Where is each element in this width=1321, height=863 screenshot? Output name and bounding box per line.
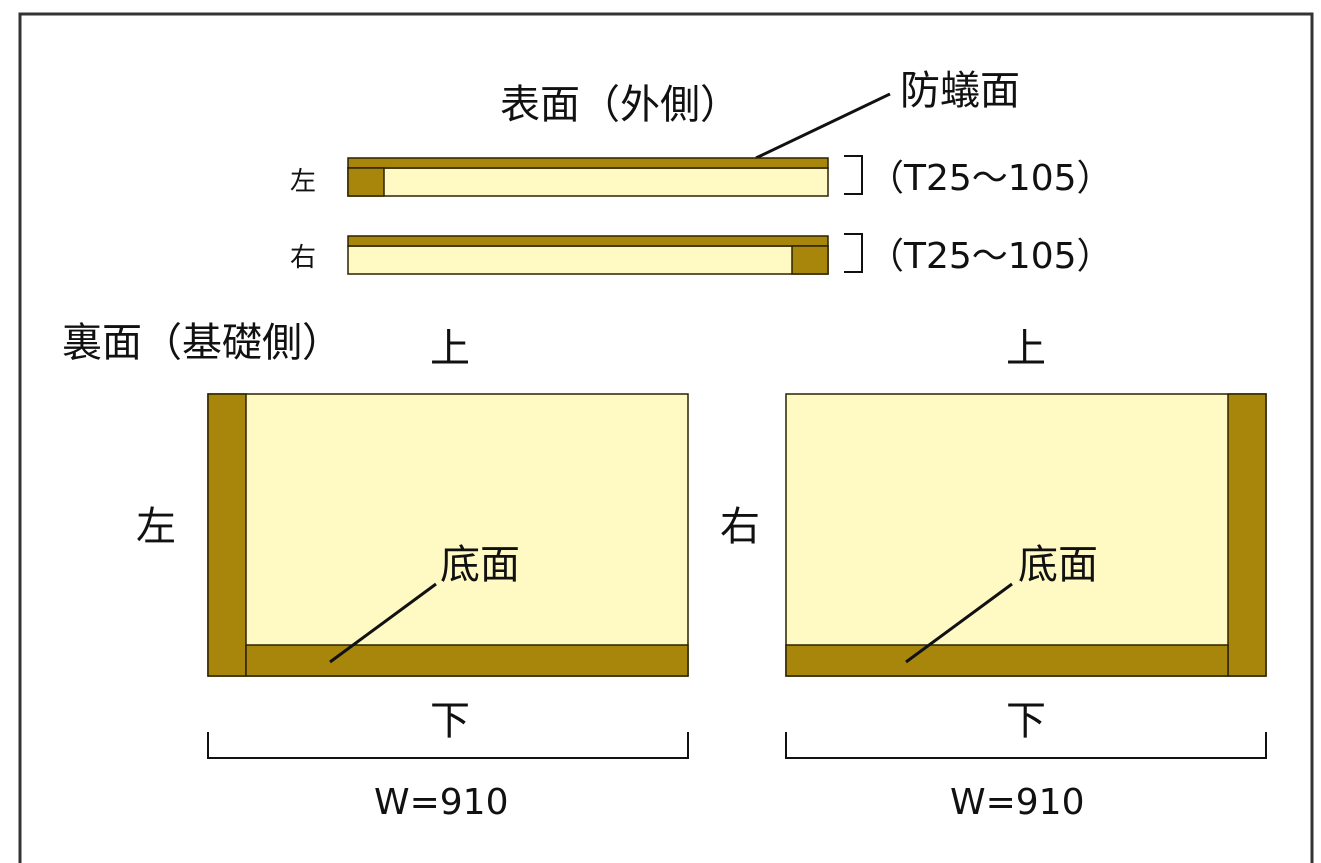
panel-left-top-label: 上 [430, 326, 470, 372]
panel-right-width-bracket [785, 732, 1267, 759]
row-left-antitermite-strip [347, 157, 829, 169]
row-right-side-label: 右 [290, 243, 316, 273]
panel-right-base-strip [785, 644, 1229, 677]
panel-left-body [207, 393, 689, 677]
panel-right-base-label: 底面 [1018, 542, 1098, 588]
panel-left-side-strip [207, 393, 247, 677]
panel-right-top-label: 上 [1006, 326, 1046, 372]
row-right-end-block [791, 245, 829, 275]
panel-left-base-label: 底面 [440, 542, 520, 588]
row-left-board-body [347, 167, 829, 197]
antitermite-leader-line [755, 92, 891, 160]
row-right-antitermite-strip [347, 235, 829, 247]
panel-left-base-strip [245, 644, 689, 677]
panel-left-width-label: W=910 [374, 782, 508, 823]
panel-right-side-label: 右 [720, 504, 760, 550]
row-right-thickness-label: （T25～105） [868, 236, 1113, 277]
row-left-thickness-bracket [844, 155, 863, 195]
panel-left-width-bracket [207, 732, 689, 759]
panel-right-base-leader-line [905, 582, 1013, 664]
panel-right-body [785, 393, 1267, 677]
row-left-side-label: 左 [290, 167, 316, 197]
row-left-end-block [347, 167, 385, 197]
panel-right-bottom-label: 下 [1006, 698, 1046, 744]
panel-left-bottom-label: 下 [430, 698, 470, 744]
row-left-thickness-label: （T25～105） [868, 158, 1113, 199]
row-right-thickness-bracket [844, 233, 863, 273]
panel-left-side-label: 左 [136, 504, 176, 550]
panel-right-side-strip [1227, 393, 1267, 677]
row-right-board-body [347, 245, 829, 275]
back-label: 裏面（基礎側） [62, 320, 342, 366]
surface-label: 表面（外側） [500, 82, 740, 128]
antitermite-label: 防蟻面 [900, 68, 1020, 114]
panel-left-base-leader-line [329, 582, 437, 664]
panel-right-width-label: W=910 [950, 782, 1084, 823]
